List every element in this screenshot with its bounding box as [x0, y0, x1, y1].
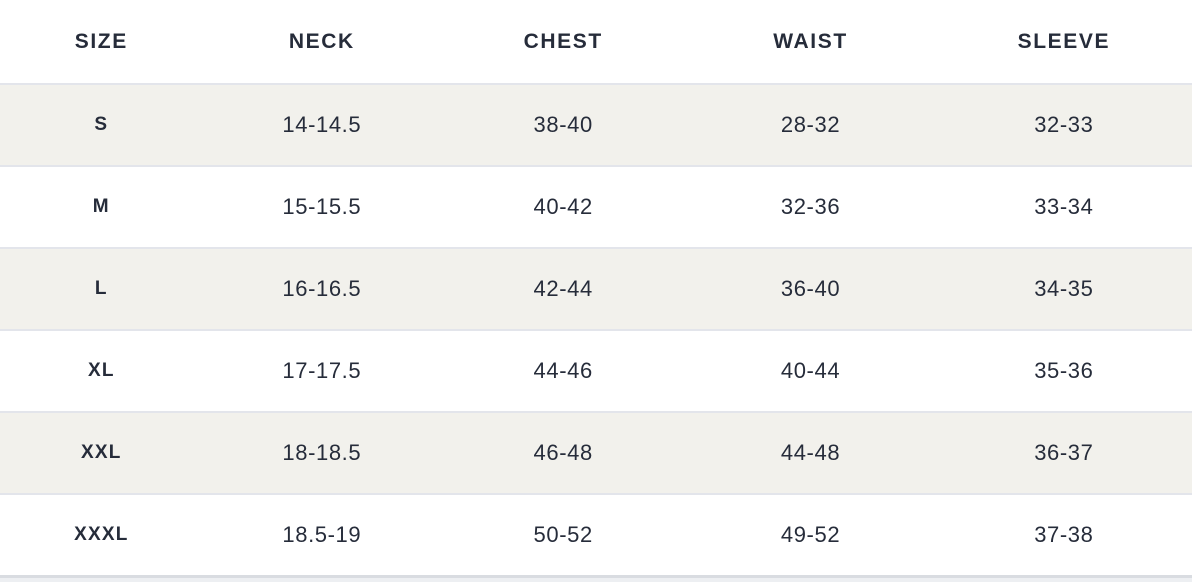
sleeve-cell: 33-34 [1034, 194, 1094, 219]
neck-cell: 15-15.5 [282, 194, 362, 219]
column-header-size: SIZE [74, 29, 128, 53]
table-row-s: S 14-14.5 38-40 28-32 32-33 [0, 84, 1192, 166]
table-row-xl: XL 17-17.5 44-46 40-44 35-36 [0, 330, 1192, 412]
chest-cell: 46-48 [533, 440, 593, 465]
size-cell: XL [87, 360, 115, 381]
neck-cell: 18.5-19 [282, 521, 362, 547]
column-header-waist: WAIST [773, 29, 848, 53]
waist-cell: 32-36 [780, 194, 841, 219]
size-cell: M [92, 196, 110, 217]
table-row-xxl: XXL 18-18.5 46-48 44-48 36-37 [0, 412, 1192, 494]
sleeve-cell: 37-38 [1034, 521, 1094, 547]
sleeve-cell: 36-37 [1034, 440, 1094, 465]
size-cell: S [94, 114, 109, 135]
sleeve-cell: 32-33 [1034, 112, 1094, 137]
size-cell: L [94, 278, 108, 299]
waist-cell: 49-52 [780, 521, 841, 547]
waist-cell: 40-44 [780, 358, 841, 383]
sleeve-cell: 34-35 [1034, 276, 1094, 301]
header-row: SIZE NECK CHEST WAIST SLEEVE [0, 0, 1192, 84]
table-row-l: L 16-16.5 42-44 36-40 34-35 [0, 248, 1192, 330]
column-header-chest: CHEST [523, 29, 603, 53]
size-cell: XXL [81, 442, 122, 463]
waist-cell: 28-32 [780, 112, 841, 137]
sleeve-cell: 35-36 [1034, 358, 1094, 383]
chest-cell: 40-42 [533, 194, 593, 219]
column-header-neck: NECK [288, 29, 355, 53]
column-header-sleeve: SLEEVE [1017, 29, 1111, 53]
chest-cell: 38-40 [533, 112, 593, 137]
chest-cell: 44-46 [533, 358, 593, 383]
table-row-m: M 15-15.5 40-42 32-36 33-34 [0, 166, 1192, 248]
neck-cell: 14-14.5 [282, 112, 362, 137]
waist-cell: 44-48 [780, 440, 841, 465]
neck-cell: 17-17.5 [282, 358, 362, 383]
neck-cell: 16-16.5 [282, 276, 362, 301]
size-cell: XXXL [74, 523, 129, 545]
table-row-xxxl: XXXL 18.5-19 50-52 49-52 37-38 [0, 494, 1192, 576]
chest-cell: 42-44 [533, 276, 593, 301]
waist-cell: 36-40 [780, 276, 841, 301]
neck-cell: 18-18.5 [282, 440, 362, 465]
chest-cell: 50-52 [533, 521, 593, 547]
